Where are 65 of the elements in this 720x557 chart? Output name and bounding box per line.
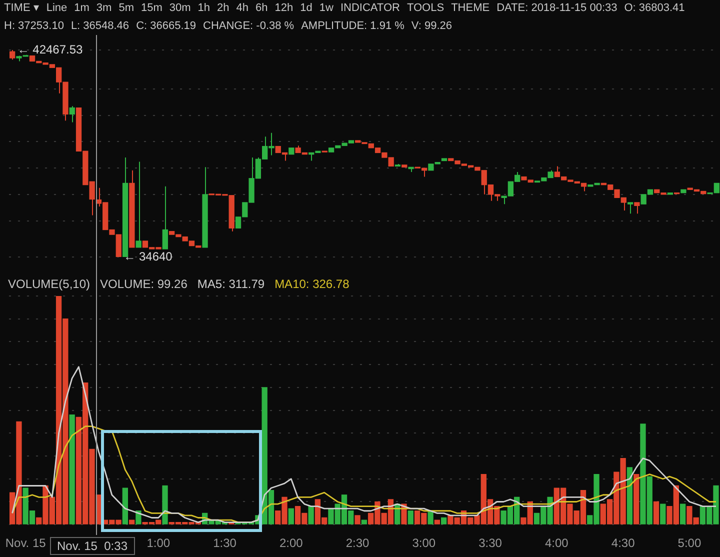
bar xyxy=(653,501,660,524)
bar xyxy=(308,506,314,524)
bar xyxy=(660,504,666,524)
text: C: 36665.19 xyxy=(136,19,196,34)
text: TOOLS xyxy=(406,1,444,16)
text: 1h xyxy=(198,1,210,16)
bar xyxy=(408,510,414,524)
text: Line xyxy=(46,1,68,16)
bar xyxy=(361,520,367,524)
text: 3m xyxy=(96,1,112,16)
candlestick xyxy=(162,186,168,250)
bar xyxy=(680,504,686,524)
text: MA5: 311.79 xyxy=(197,277,265,291)
bar xyxy=(288,508,294,524)
text: AMPLITUDE: 1.91 % xyxy=(301,19,404,34)
bar xyxy=(354,515,360,524)
text: DATE: 2018-11-15 00:33 xyxy=(496,1,618,16)
text: 1d xyxy=(300,1,312,16)
candlestick xyxy=(136,161,142,248)
bar xyxy=(626,467,633,524)
annotation: ← 34640 xyxy=(124,249,173,264)
text: 4h xyxy=(236,1,249,16)
text: H: 37253.10 xyxy=(4,19,64,34)
x-tick-label: Nov. 15 xyxy=(5,536,46,550)
x-tick-label: 3:00 xyxy=(412,536,436,550)
bar xyxy=(122,488,128,524)
x-tick-label: 5:00 xyxy=(678,536,702,550)
text: Nov. 15 0:33 xyxy=(50,537,134,555)
text: 5m xyxy=(118,1,134,16)
bar xyxy=(440,517,447,524)
text: L: 36548.46 xyxy=(70,19,130,34)
text: 1m xyxy=(74,1,90,16)
text: INDICATOR xyxy=(340,1,400,16)
bar xyxy=(428,510,434,524)
x-tick-label: 3:30 xyxy=(478,536,502,550)
bar xyxy=(434,520,440,524)
text: O: 36803.41 xyxy=(624,1,685,16)
candlestick xyxy=(627,202,634,214)
x-tick-label: 1:30 xyxy=(213,536,237,550)
text: 30m xyxy=(169,1,191,16)
text: 2h xyxy=(217,1,230,16)
x-tick-label: 4:00 xyxy=(544,536,569,550)
bar xyxy=(162,485,168,524)
text: MA10: 326.78 xyxy=(274,277,350,291)
candlestick xyxy=(634,202,640,214)
bar xyxy=(69,414,75,524)
text: 15m xyxy=(140,1,162,16)
x-tick-label: 2:30 xyxy=(346,536,370,550)
x-tick-label: 4:30 xyxy=(611,536,636,550)
bar xyxy=(128,520,135,524)
bar xyxy=(634,474,640,524)
candlestick xyxy=(9,50,16,60)
text: 1w xyxy=(319,1,334,16)
chart-title: VOLUME(5,10) xyxy=(8,277,90,291)
x-tick-label: 2:00 xyxy=(279,536,304,550)
text: V: 99.26 xyxy=(411,19,452,34)
text: VOLUME: 99.26 xyxy=(100,277,188,291)
text: THEME xyxy=(451,1,490,16)
text: 12h xyxy=(274,1,294,16)
candlestick xyxy=(69,106,75,123)
text: TIME ▾ xyxy=(4,1,40,16)
annotation: ← 42467.53 xyxy=(17,42,84,56)
text: 6h xyxy=(256,1,268,16)
text: CHANGE: -0.38 % xyxy=(203,19,294,34)
x-tick-label: 1:00 xyxy=(146,536,170,550)
